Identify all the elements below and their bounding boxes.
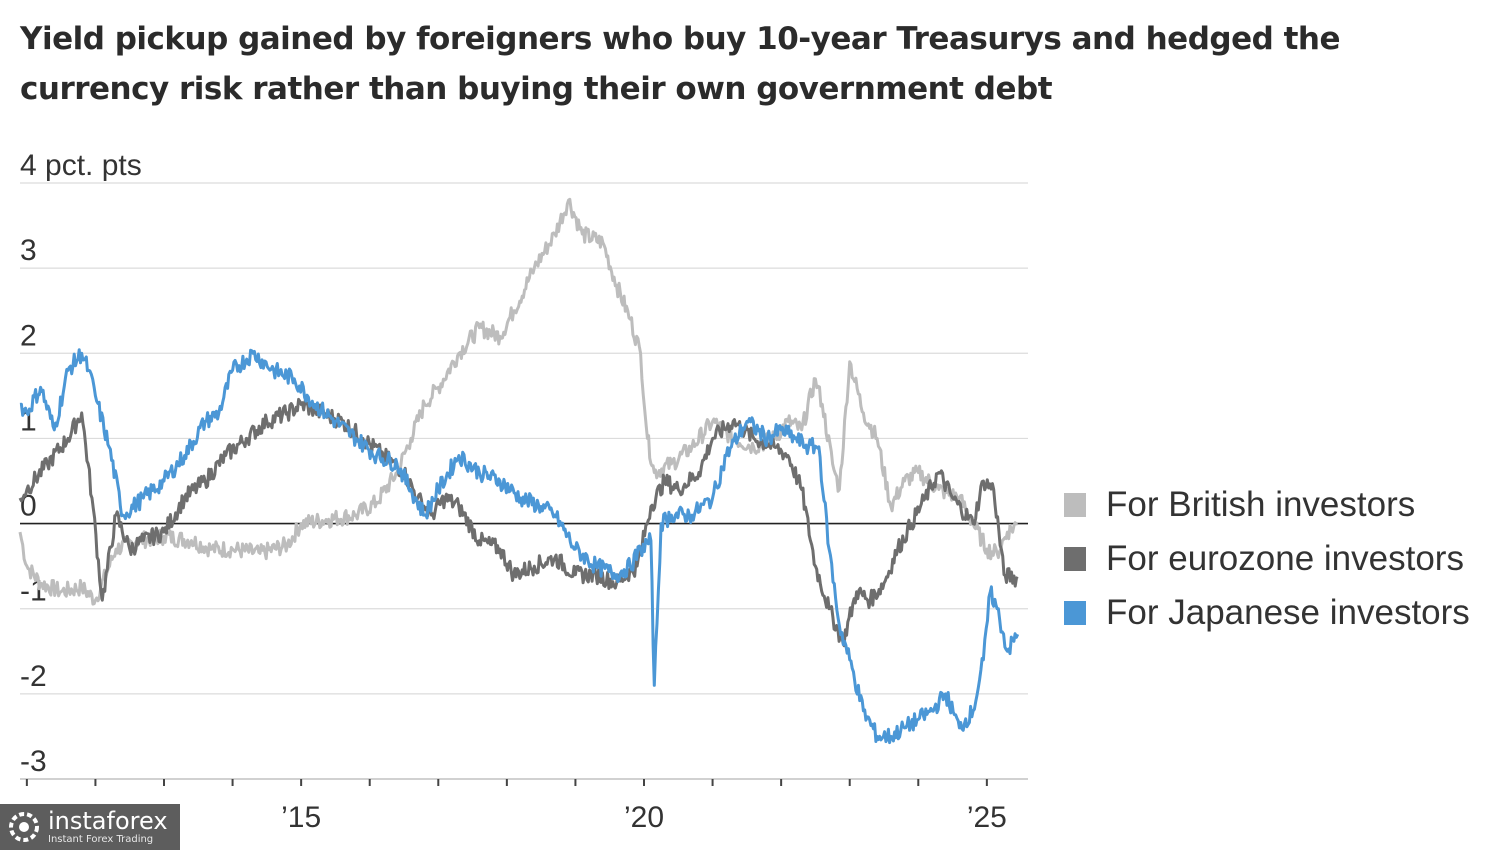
chart-title: Yield pickup gained by foreigners who bu… (20, 21, 1341, 107)
legend-swatch-british (1064, 493, 1086, 517)
legend-swatch-japanese (1064, 601, 1086, 625)
y-tick-label: -3 (20, 745, 47, 778)
series-line-eurozone (18, 397, 1019, 648)
x-tick-label: ’20 (624, 801, 664, 834)
instaforex-logo-icon (9, 812, 39, 842)
y-tick-label: 0 (20, 490, 37, 523)
y-tick-label: -2 (20, 660, 47, 693)
legend-label-british: For British investors (1106, 485, 1416, 524)
series-line-british (18, 197, 1019, 606)
legend-item-eurozone: For eurozone investors (1064, 532, 1470, 586)
legend-label-japanese: For Japanese investors (1106, 593, 1470, 632)
series-line-japanese (19, 348, 1020, 745)
series-lines (18, 197, 1020, 745)
legend-swatch-eurozone (1064, 547, 1086, 571)
x-tick-label: ’15 (281, 801, 321, 834)
legend-label-eurozone: For eurozone investors (1106, 539, 1464, 578)
y-tick-label: 2 (20, 319, 37, 352)
watermark-badge: instaforex Instant Forex Trading (0, 804, 180, 850)
legend-item-british: For British investors (1064, 478, 1470, 532)
y-tick-label: 3 (20, 234, 37, 267)
y-tick-label: -1 (20, 575, 47, 608)
legend: For British investors For eurozone inves… (1064, 478, 1470, 640)
gridlines (20, 182, 1028, 780)
legend-item-japanese: For Japanese investors (1064, 586, 1470, 640)
x-tick-label: ’25 (967, 801, 1007, 834)
y-tick-label: 4 pct. pts (20, 149, 142, 182)
watermark-tagline: Instant Forex Trading (48, 834, 154, 845)
watermark-brand: instaforex (48, 807, 168, 835)
